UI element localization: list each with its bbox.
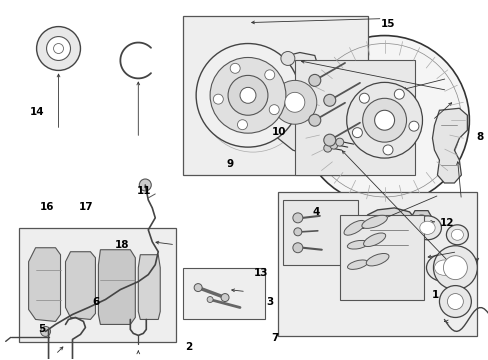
Text: 17: 17 bbox=[79, 202, 93, 212]
Circle shape bbox=[374, 110, 394, 130]
Circle shape bbox=[346, 82, 422, 158]
Bar bbox=[294, 60, 414, 175]
Polygon shape bbox=[263, 53, 319, 155]
Circle shape bbox=[418, 219, 424, 225]
Circle shape bbox=[292, 213, 302, 223]
Text: 11: 11 bbox=[137, 186, 151, 196]
Circle shape bbox=[210, 58, 285, 133]
Ellipse shape bbox=[426, 254, 462, 282]
Circle shape bbox=[308, 75, 320, 86]
Bar bbox=[283, 200, 357, 265]
Bar bbox=[339, 215, 424, 300]
Ellipse shape bbox=[363, 233, 385, 247]
Ellipse shape bbox=[366, 253, 388, 266]
Circle shape bbox=[299, 36, 468, 205]
Circle shape bbox=[221, 293, 228, 302]
Text: 1: 1 bbox=[431, 290, 439, 300]
Circle shape bbox=[447, 293, 463, 310]
Polygon shape bbox=[407, 211, 433, 233]
Text: 14: 14 bbox=[30, 107, 44, 117]
Text: 9: 9 bbox=[226, 159, 233, 169]
Bar bbox=[183, 268, 264, 319]
Ellipse shape bbox=[347, 260, 367, 269]
Ellipse shape bbox=[450, 229, 463, 240]
Circle shape bbox=[227, 75, 267, 115]
Polygon shape bbox=[431, 108, 467, 183]
Circle shape bbox=[335, 138, 343, 146]
Circle shape bbox=[230, 63, 240, 73]
Circle shape bbox=[439, 285, 470, 318]
Circle shape bbox=[414, 215, 427, 229]
Text: 10: 10 bbox=[271, 127, 285, 137]
Circle shape bbox=[237, 120, 247, 130]
Bar bbox=[183, 15, 367, 175]
Bar bbox=[19, 228, 176, 342]
Circle shape bbox=[53, 44, 63, 54]
Polygon shape bbox=[65, 252, 95, 319]
Ellipse shape bbox=[361, 215, 386, 228]
Circle shape bbox=[240, 87, 255, 103]
Circle shape bbox=[443, 256, 467, 280]
Circle shape bbox=[432, 246, 476, 289]
Polygon shape bbox=[29, 248, 61, 321]
Circle shape bbox=[280, 51, 294, 66]
Polygon shape bbox=[361, 208, 417, 262]
Text: 5: 5 bbox=[39, 324, 46, 334]
Text: 2: 2 bbox=[184, 342, 192, 352]
Polygon shape bbox=[98, 250, 135, 324]
Circle shape bbox=[323, 94, 335, 106]
Circle shape bbox=[272, 80, 316, 124]
Circle shape bbox=[359, 93, 368, 103]
Circle shape bbox=[213, 94, 223, 104]
Circle shape bbox=[323, 134, 335, 146]
Polygon shape bbox=[369, 262, 399, 298]
Text: 15: 15 bbox=[380, 19, 395, 29]
Ellipse shape bbox=[419, 221, 434, 234]
Text: 7: 7 bbox=[271, 333, 278, 343]
Text: 4: 4 bbox=[312, 207, 320, 217]
Bar bbox=[277, 192, 476, 336]
Text: 12: 12 bbox=[439, 218, 453, 228]
Circle shape bbox=[408, 121, 418, 131]
Circle shape bbox=[323, 144, 331, 152]
Circle shape bbox=[207, 297, 213, 302]
Circle shape bbox=[196, 44, 299, 147]
Ellipse shape bbox=[434, 260, 453, 275]
Ellipse shape bbox=[413, 216, 441, 240]
Ellipse shape bbox=[346, 240, 367, 249]
Circle shape bbox=[264, 70, 274, 80]
Circle shape bbox=[285, 92, 304, 112]
Ellipse shape bbox=[344, 220, 365, 235]
Circle shape bbox=[269, 105, 279, 114]
Circle shape bbox=[293, 228, 301, 236]
Text: 8: 8 bbox=[475, 132, 482, 142]
Circle shape bbox=[292, 243, 302, 253]
Circle shape bbox=[41, 327, 50, 336]
Text: 6: 6 bbox=[92, 297, 99, 307]
Text: 16: 16 bbox=[40, 202, 54, 212]
Circle shape bbox=[329, 141, 337, 149]
Text: 18: 18 bbox=[115, 239, 129, 249]
Circle shape bbox=[308, 114, 320, 126]
Circle shape bbox=[37, 27, 81, 71]
Ellipse shape bbox=[446, 225, 468, 245]
Polygon shape bbox=[138, 255, 160, 319]
Circle shape bbox=[139, 179, 151, 191]
Circle shape bbox=[362, 98, 406, 142]
Text: 13: 13 bbox=[254, 268, 268, 278]
Circle shape bbox=[194, 284, 202, 292]
Circle shape bbox=[382, 145, 392, 155]
Circle shape bbox=[393, 89, 404, 99]
Circle shape bbox=[46, 37, 70, 60]
Circle shape bbox=[352, 128, 362, 138]
Text: 3: 3 bbox=[266, 297, 273, 307]
